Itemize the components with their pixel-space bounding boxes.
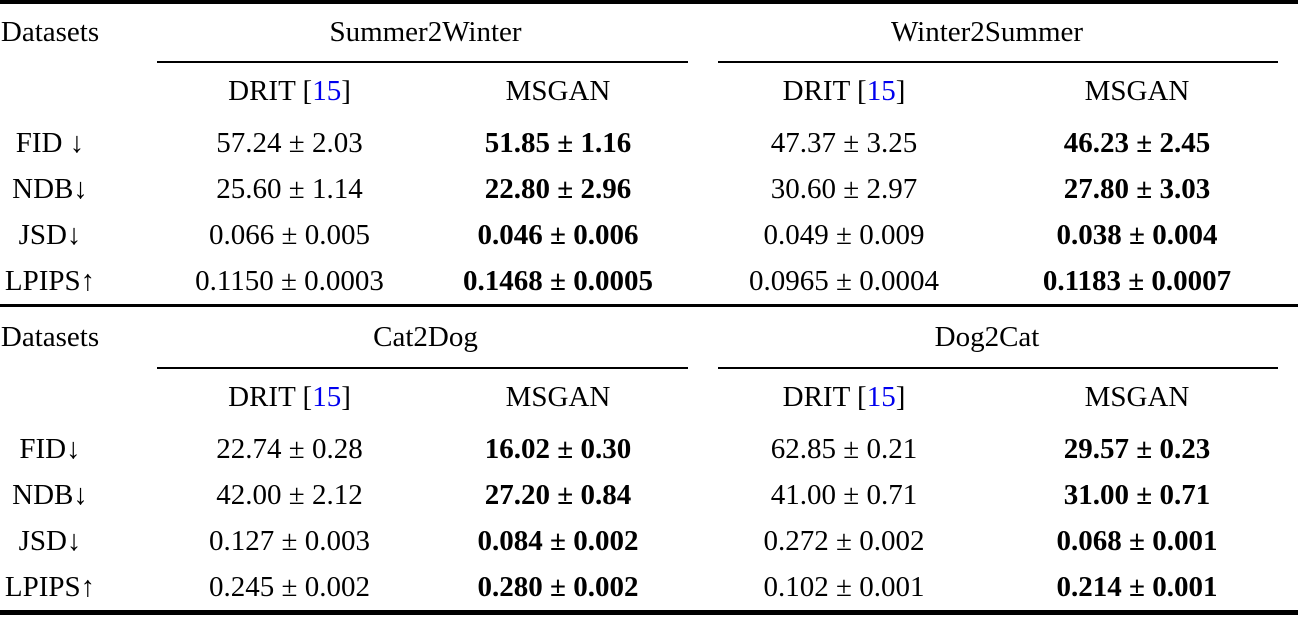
value-cell: 0.066 ± 0.005 <box>209 218 370 251</box>
method-header-row: DRIT [15] MSGAN DRIT [15] MSGAN <box>0 63 1298 120</box>
table-section: Datasets Cat2Dog Dog2Cat DRIT [15] MSGAN… <box>0 307 1298 610</box>
drit-label: DRIT [ <box>782 381 867 413</box>
value-cell: 25.60 ± 1.14 <box>216 172 363 205</box>
table-row-ndb: NDB↓ 42.00 ± 2.12 27.20 ± 0.84 41.00 ± 0… <box>0 472 1298 518</box>
metric-label: LPIPS↑ <box>4 570 96 603</box>
citation-link[interactable]: 15 <box>866 75 896 107</box>
group-header-dog2cat: Dog2Cat <box>934 320 1040 353</box>
metric-label: FID↓ <box>19 432 81 465</box>
section-divider-rule <box>0 304 1298 307</box>
group-header-cat2dog: Cat2Dog <box>373 320 478 353</box>
value-cell: 0.046 ± 0.006 <box>477 218 639 251</box>
value-cell: 0.272 ± 0.002 <box>763 524 925 557</box>
drit-label-close: ] <box>341 75 351 107</box>
value-cell: 29.57 ± 0.23 <box>1063 432 1211 465</box>
top-rule <box>0 0 1298 4</box>
cmid-rule-row <box>0 61 1298 63</box>
drit-header: DRIT [15] <box>694 75 994 108</box>
value-cell: 41.00 ± 0.71 <box>770 478 918 511</box>
metric-label: FID ↓ <box>15 126 85 159</box>
citation-link[interactable]: 15 <box>312 75 342 107</box>
value-cell: 0.280 ± 0.002 <box>477 570 639 603</box>
value-cell: 27.20 ± 0.84 <box>484 478 632 511</box>
value-cell: 0.0965 ± 0.0004 <box>749 264 939 297</box>
group-underline <box>157 367 688 369</box>
group-header-row: Datasets Summer2Winter Winter2Summer <box>0 4 1298 61</box>
metric-label: NDB↓ <box>12 478 88 511</box>
value-cell: 30.60 ± 2.97 <box>770 172 918 205</box>
citation-link[interactable]: 15 <box>866 381 896 413</box>
drit-label: DRIT [ <box>782 75 867 107</box>
value-cell: 47.37 ± 3.25 <box>770 126 918 159</box>
drit-header: DRIT [15] <box>157 381 422 414</box>
group-header-winter2summer: Winter2Summer <box>890 16 1084 48</box>
value-cell: 0.214 ± 0.001 <box>1056 570 1218 603</box>
value-cell: 0.084 ± 0.002 <box>477 524 639 557</box>
table-section: Datasets Summer2Winter Winter2Summer DRI… <box>0 4 1298 304</box>
msgan-header: MSGAN <box>1084 75 1190 107</box>
table-row-jsd: JSD↓ 0.127 ± 0.003 0.084 ± 0.002 0.272 ±… <box>0 518 1298 564</box>
msgan-header: MSGAN <box>1084 381 1190 413</box>
table-row-ndb: NDB↓ 25.60 ± 1.14 22.80 ± 2.96 30.60 ± 2… <box>0 166 1298 212</box>
table-row-fid: FID↓ 22.74 ± 0.28 16.02 ± 0.30 62.85 ± 0… <box>0 426 1298 472</box>
value-cell: 16.02 ± 0.30 <box>484 432 632 465</box>
group-header-summer2winter: Summer2Winter <box>329 16 522 48</box>
value-cell: 31.00 ± 0.71 <box>1063 478 1211 511</box>
drit-label: DRIT [ <box>228 75 313 107</box>
datasets-header: Datasets <box>0 320 100 353</box>
drit-label-close: ] <box>341 381 351 413</box>
metric-label: JSD↓ <box>18 218 82 251</box>
metric-label: NDB↓ <box>12 172 88 205</box>
value-cell: 0.1468 ± 0.0005 <box>463 264 653 297</box>
table-row-jsd: JSD↓ 0.066 ± 0.005 0.046 ± 0.006 0.049 ±… <box>0 212 1298 258</box>
value-cell: 27.80 ± 3.03 <box>1063 172 1211 205</box>
datasets-header: Datasets <box>0 16 100 48</box>
drit-header: DRIT [15] <box>694 381 994 414</box>
cmid-rule-row <box>0 367 1298 369</box>
value-cell: 62.85 ± 0.21 <box>770 432 918 465</box>
table-row-lpips: LPIPS↑ 0.1150 ± 0.0003 0.1468 ± 0.0005 0… <box>0 258 1298 304</box>
metric-label: LPIPS↑ <box>4 264 96 297</box>
metric-label: JSD↓ <box>18 524 82 557</box>
value-cell: 0.127 ± 0.003 <box>209 524 370 557</box>
value-cell: 51.85 ± 1.16 <box>484 126 632 159</box>
msgan-header: MSGAN <box>505 75 611 107</box>
value-cell: 0.1183 ± 0.0007 <box>1042 264 1232 297</box>
value-cell: 0.1150 ± 0.0003 <box>195 264 384 297</box>
drit-label: DRIT [ <box>228 381 313 413</box>
drit-header: DRIT [15] <box>157 75 422 108</box>
value-cell: 0.038 ± 0.004 <box>1056 218 1218 251</box>
value-cell: 57.24 ± 2.03 <box>216 126 363 159</box>
drit-label-close: ] <box>895 381 906 413</box>
group-underline <box>718 367 1278 369</box>
method-header-row: DRIT [15] MSGAN DRIT [15] MSGAN <box>0 369 1298 426</box>
value-cell: 22.80 ± 2.96 <box>484 172 632 205</box>
value-cell: 46.23 ± 2.45 <box>1063 126 1211 159</box>
value-cell: 22.74 ± 0.28 <box>216 432 363 465</box>
citation-link[interactable]: 15 <box>312 381 342 413</box>
group-underline <box>718 61 1278 63</box>
value-cell: 0.102 ± 0.001 <box>763 570 925 603</box>
value-cell: 0.049 ± 0.009 <box>763 218 925 251</box>
msgan-header: MSGAN <box>505 381 611 413</box>
value-cell: 0.245 ± 0.002 <box>209 570 370 603</box>
table-row-fid: FID ↓ 57.24 ± 2.03 51.85 ± 1.16 47.37 ± … <box>0 120 1298 166</box>
group-header-row: Datasets Cat2Dog Dog2Cat <box>0 307 1298 367</box>
drit-label-close: ] <box>895 75 906 107</box>
bottom-rule <box>0 610 1298 615</box>
value-cell: 0.068 ± 0.001 <box>1056 524 1218 557</box>
table-row-lpips: LPIPS↑ 0.245 ± 0.002 0.280 ± 0.002 0.102… <box>0 564 1298 610</box>
value-cell: 42.00 ± 2.12 <box>216 478 363 511</box>
group-underline <box>157 61 688 63</box>
